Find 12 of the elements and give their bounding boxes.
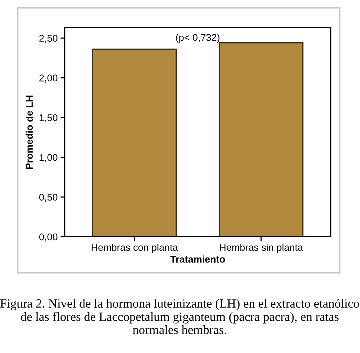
y-axis-title: Promedio de LH	[26, 96, 34, 170]
x-axis-title: Tratamiento	[170, 256, 226, 263]
x-tick-label: Hembras sin planta	[220, 244, 304, 254]
text: Figura 2. Nivel de la hormona luteinizante (LH) en el extracto etanólico de las flores de Laccopetalum giganteum (pacra pacra), en ratas normales hembras.	[0, 299, 360, 334]
annotation: (p< 0,732)	[176, 34, 220, 44]
y-tick-label: 0,00	[40, 234, 58, 242]
y-tick-label: 1,00	[40, 154, 58, 162]
y-tick-label: 2,00	[40, 74, 58, 83]
x-tick-label: Hembras con planta	[92, 244, 178, 254]
y-tick-label: 2,50	[40, 35, 58, 44]
y-tick-label: 0,50	[40, 194, 58, 202]
y-tick-label: 1,50	[40, 114, 58, 123]
